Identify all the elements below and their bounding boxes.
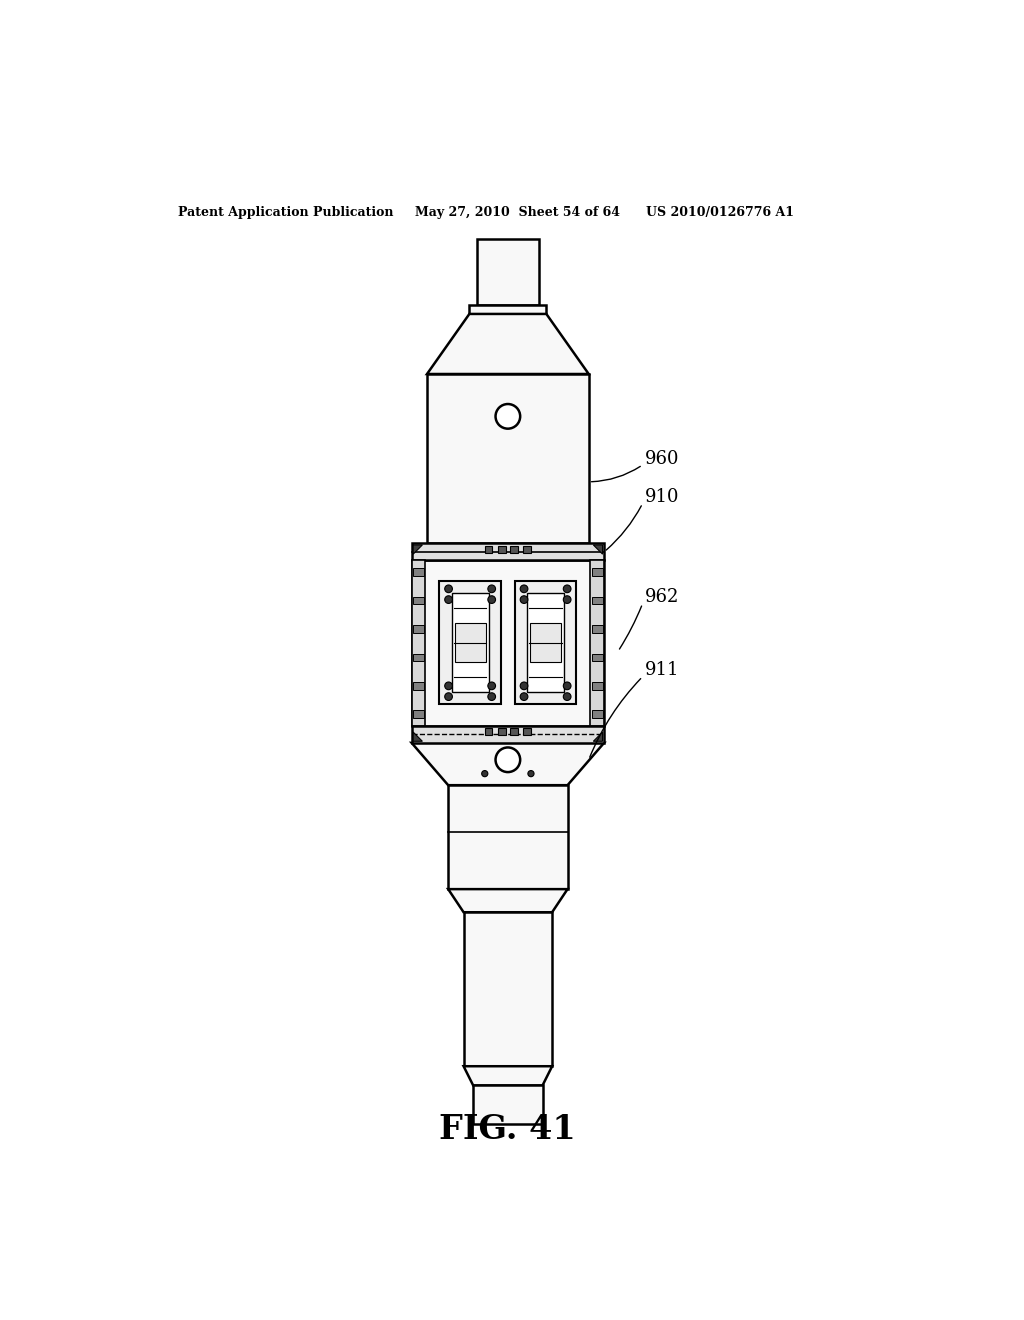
Bar: [484, 729, 493, 735]
Circle shape: [444, 595, 453, 603]
Circle shape: [563, 585, 571, 593]
Bar: [413, 710, 424, 718]
Bar: [592, 653, 602, 661]
Polygon shape: [593, 733, 602, 742]
Bar: [427, 374, 589, 544]
Bar: [484, 545, 493, 553]
Bar: [413, 653, 424, 661]
Bar: [464, 912, 552, 1067]
Polygon shape: [413, 733, 422, 742]
Bar: [510, 545, 518, 553]
Bar: [592, 682, 602, 689]
Bar: [412, 544, 604, 561]
Circle shape: [444, 693, 453, 701]
Bar: [473, 1085, 543, 1125]
Bar: [592, 597, 602, 605]
Bar: [412, 726, 604, 743]
Bar: [515, 581, 577, 705]
Bar: [592, 710, 602, 718]
Bar: [592, 568, 602, 576]
Circle shape: [520, 585, 528, 593]
Circle shape: [444, 682, 453, 689]
Bar: [498, 545, 506, 553]
Text: Patent Application Publication: Patent Application Publication: [178, 206, 394, 219]
Circle shape: [563, 693, 571, 701]
Bar: [412, 560, 425, 726]
Circle shape: [487, 693, 496, 701]
Circle shape: [528, 771, 535, 776]
Bar: [452, 594, 488, 692]
Bar: [449, 785, 567, 890]
Circle shape: [496, 747, 520, 772]
Polygon shape: [412, 743, 604, 785]
Text: 962: 962: [645, 589, 679, 606]
Bar: [413, 568, 424, 576]
Bar: [523, 729, 531, 735]
Bar: [590, 560, 604, 726]
Circle shape: [487, 682, 496, 689]
Text: 910: 910: [645, 488, 679, 506]
Circle shape: [563, 595, 571, 603]
Circle shape: [444, 585, 453, 593]
Bar: [523, 545, 531, 553]
Polygon shape: [413, 545, 422, 554]
Bar: [413, 626, 424, 632]
Bar: [510, 729, 518, 735]
Circle shape: [481, 771, 487, 776]
Bar: [498, 729, 506, 735]
Polygon shape: [427, 314, 589, 374]
Bar: [592, 626, 602, 632]
Text: May 27, 2010  Sheet 54 of 64: May 27, 2010 Sheet 54 of 64: [416, 206, 621, 219]
Bar: [477, 239, 539, 305]
Polygon shape: [449, 890, 567, 912]
Bar: [412, 560, 604, 726]
Circle shape: [520, 693, 528, 701]
Circle shape: [487, 595, 496, 603]
Circle shape: [487, 585, 496, 593]
Circle shape: [520, 595, 528, 603]
Polygon shape: [464, 1067, 552, 1085]
Circle shape: [563, 682, 571, 689]
Bar: [469, 305, 547, 314]
Polygon shape: [593, 545, 602, 554]
Bar: [413, 597, 424, 605]
Bar: [530, 623, 561, 663]
Bar: [527, 594, 564, 692]
Circle shape: [496, 404, 520, 429]
Text: US 2010/0126776 A1: US 2010/0126776 A1: [646, 206, 795, 219]
Bar: [413, 682, 424, 689]
Text: 960: 960: [645, 450, 679, 467]
Text: FIG. 41: FIG. 41: [439, 1113, 577, 1146]
Text: 911: 911: [645, 661, 679, 680]
Bar: [439, 581, 501, 705]
Bar: [455, 623, 485, 663]
Circle shape: [520, 682, 528, 689]
